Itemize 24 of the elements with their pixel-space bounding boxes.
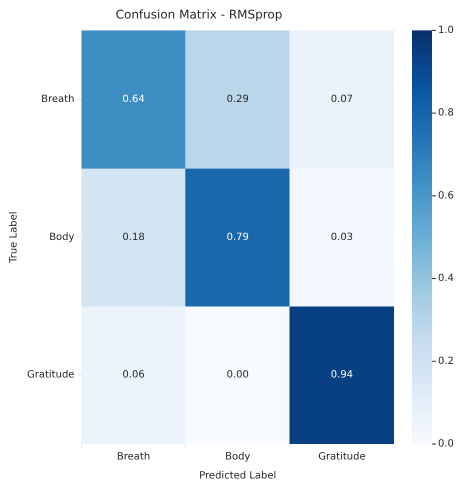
y-tick-label: Body [49, 232, 75, 243]
x-tick-label: Gratitude [318, 452, 366, 463]
y-tick-label: Breath [41, 94, 74, 105]
color-bar-label: 0.8 [438, 108, 454, 119]
data-label: 0.03 [330, 232, 354, 243]
data-label: 0.29 [226, 94, 249, 105]
color-bar-label: 0.2 [438, 356, 454, 367]
chart-title: Confusion Matrix - RMSprop [116, 7, 282, 22]
data-label: 0.94 [330, 370, 354, 381]
data-label: 0.07 [330, 94, 354, 105]
data-label: 0.79 [226, 232, 249, 243]
color-bar-label: 0.0 [438, 438, 454, 450]
y-axis-title: True Label [8, 211, 20, 264]
data-label: 0.06 [122, 370, 145, 381]
data-label: 0.00 [226, 370, 249, 381]
x-axis-title: Predicted Label [199, 470, 276, 482]
x-tick-label: Body [225, 452, 250, 463]
color-bar-label: 0.6 [438, 190, 454, 202]
data-label: 0.64 [122, 94, 145, 105]
color-bar-label: 1.0 [438, 24, 454, 36]
y-tick-label: Gratitude [26, 370, 74, 381]
x-tick-label: Breath [116, 452, 150, 463]
color-bar-label: 0.4 [438, 273, 454, 284]
data-label: 0.18 [122, 232, 145, 243]
